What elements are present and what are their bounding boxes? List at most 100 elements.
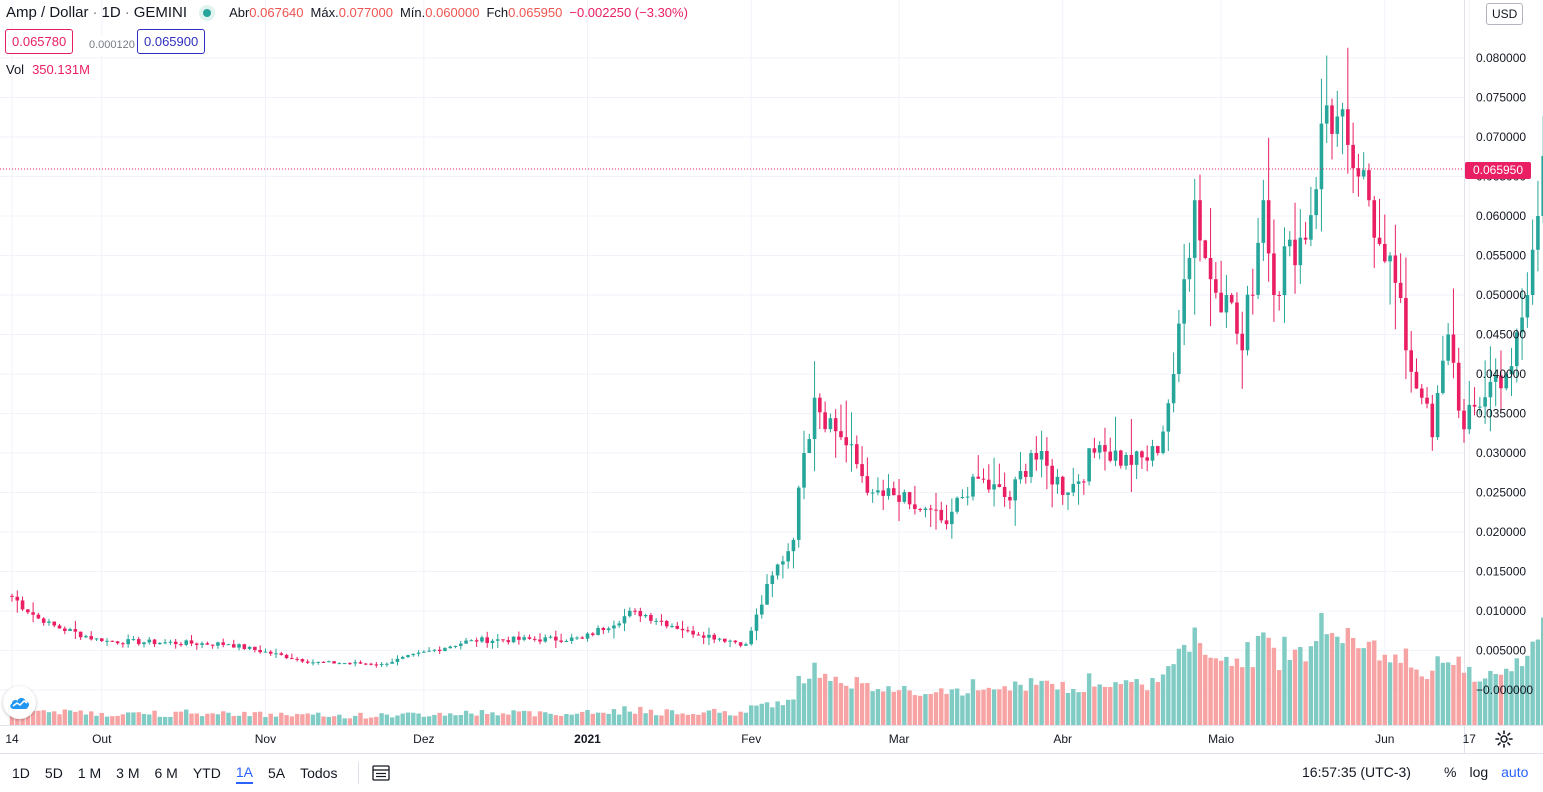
- price-tick-label: 0.010000: [1476, 604, 1526, 618]
- change-value: −0.002250 (−3.30%): [569, 5, 688, 20]
- candle-body: [596, 627, 600, 635]
- volume-bar: [506, 714, 511, 725]
- volume-label: Vol: [6, 62, 25, 77]
- candle-body: [860, 464, 864, 477]
- range-all-button[interactable]: Todos: [300, 765, 338, 781]
- candle-body: [131, 639, 136, 641]
- volume-bar: [965, 693, 970, 725]
- candle-body: [10, 595, 14, 597]
- volume-bar: [1498, 674, 1504, 725]
- volume-bar: [749, 705, 754, 725]
- candle-body: [765, 583, 769, 605]
- candle-body: [453, 645, 458, 647]
- candle-body: [464, 640, 468, 644]
- volume-bar: [1329, 633, 1335, 725]
- range-3m-button[interactable]: 3 M: [116, 765, 140, 781]
- volume-bar: [986, 687, 991, 725]
- volume-bar: [954, 688, 960, 725]
- candle-body: [1509, 366, 1514, 375]
- candle-body: [554, 636, 558, 641]
- buy-price-button[interactable]: 0.065900: [137, 29, 206, 54]
- candle-body: [1456, 362, 1461, 411]
- range-1m-button[interactable]: 1 M: [77, 765, 102, 781]
- range-1y-button[interactable]: 1A: [235, 762, 253, 784]
- range-ytd-button[interactable]: YTD: [192, 765, 221, 781]
- currency-button[interactable]: USD: [1486, 3, 1524, 25]
- candle-body: [1319, 123, 1324, 190]
- candle-body: [1393, 255, 1398, 283]
- range-5d-button[interactable]: 5D: [44, 765, 63, 781]
- price-tick-label: 0.015000: [1476, 565, 1526, 579]
- candle-body: [580, 637, 585, 639]
- tradingview-logo[interactable]: [3, 686, 36, 719]
- candle-body: [585, 633, 590, 639]
- candle-body: [1340, 109, 1345, 117]
- volume-bar: [1250, 667, 1255, 725]
- time-tick-label: Abr: [1053, 732, 1072, 746]
- candle-body: [78, 631, 83, 638]
- range-5y-button[interactable]: 5A: [267, 765, 286, 781]
- price-tick-label: 0.075000: [1476, 91, 1526, 105]
- candle-body: [1034, 453, 1039, 460]
- volume-bar: [379, 713, 384, 725]
- candle-body: [855, 444, 859, 465]
- volume-bar: [991, 689, 997, 725]
- volume-bar: [1266, 637, 1271, 725]
- candle-body: [717, 638, 722, 640]
- candle-series: [10, 47, 1543, 668]
- candle-body: [1287, 239, 1292, 247]
- percent-scale-button[interactable]: %: [1444, 764, 1457, 780]
- candle-body: [691, 630, 695, 635]
- volume-bar: [416, 713, 421, 725]
- candle-body: [971, 476, 975, 497]
- candle-body: [1166, 403, 1171, 432]
- volume-bar: [1350, 637, 1356, 725]
- range-6m-button[interactable]: 6 M: [154, 765, 178, 781]
- candle-body: [723, 638, 727, 642]
- candle-body: [913, 504, 917, 510]
- volume-bar: [875, 689, 881, 725]
- gear-icon[interactable]: [1494, 729, 1514, 749]
- volume-bar: [1071, 689, 1076, 725]
- candle-body: [1467, 404, 1472, 430]
- candle-body: [517, 636, 521, 640]
- price-axis[interactable]: 0.0800000.0750000.0700000.0650000.060000…: [1476, 51, 1533, 697]
- candle-body: [1303, 237, 1308, 240]
- compare-date-range-icon[interactable]: [371, 764, 391, 782]
- candle-body: [1251, 294, 1255, 296]
- price-chart[interactable]: 0.0800000.0750000.0700000.0650000.060000…: [0, 0, 1543, 753]
- sell-price-button[interactable]: 0.065780: [5, 29, 74, 54]
- candle-body: [20, 600, 25, 610]
- candle-body: [749, 630, 753, 645]
- volume-bar: [896, 690, 902, 725]
- candle-body: [300, 659, 305, 662]
- interval-label[interactable]: 1D: [101, 4, 121, 21]
- time-axis[interactable]: 14 Out Nov Dez 2021 Fev Mar Abr Maio Jun 17: [5, 732, 1476, 746]
- volume-bar: [1445, 662, 1451, 725]
- volume-bar: [1034, 684, 1039, 725]
- candle-body: [511, 636, 516, 643]
- volume-bar: [1023, 690, 1028, 725]
- market-status-icon[interactable]: [199, 4, 216, 21]
- volume-bar: [231, 715, 236, 725]
- auto-scale-button[interactable]: auto: [1501, 764, 1529, 780]
- price-tick-label: 0.080000: [1476, 51, 1526, 65]
- candle-body: [775, 564, 780, 576]
- clock-timezone[interactable]: 16:57:35 (UTC-3): [1302, 764, 1411, 780]
- candle-body: [279, 653, 284, 655]
- candle-body: [907, 492, 912, 505]
- range-1d-button[interactable]: 1D: [12, 765, 30, 781]
- volume-bar: [432, 714, 437, 725]
- volume-bar: [89, 711, 94, 725]
- log-scale-button[interactable]: log: [1469, 764, 1489, 780]
- spread-value: 0.000120: [83, 35, 141, 55]
- time-tick-label: 14: [5, 732, 19, 746]
- volume-bar: [1181, 644, 1187, 725]
- candle-body: [221, 642, 225, 645]
- volume-bar: [970, 679, 976, 725]
- symbol-name[interactable]: Amp / Dollar: [6, 4, 89, 21]
- price-tick-label: 0.040000: [1476, 367, 1526, 381]
- candle-body: [105, 640, 109, 642]
- volume-bar: [1245, 642, 1250, 725]
- volume-bar: [1213, 658, 1219, 725]
